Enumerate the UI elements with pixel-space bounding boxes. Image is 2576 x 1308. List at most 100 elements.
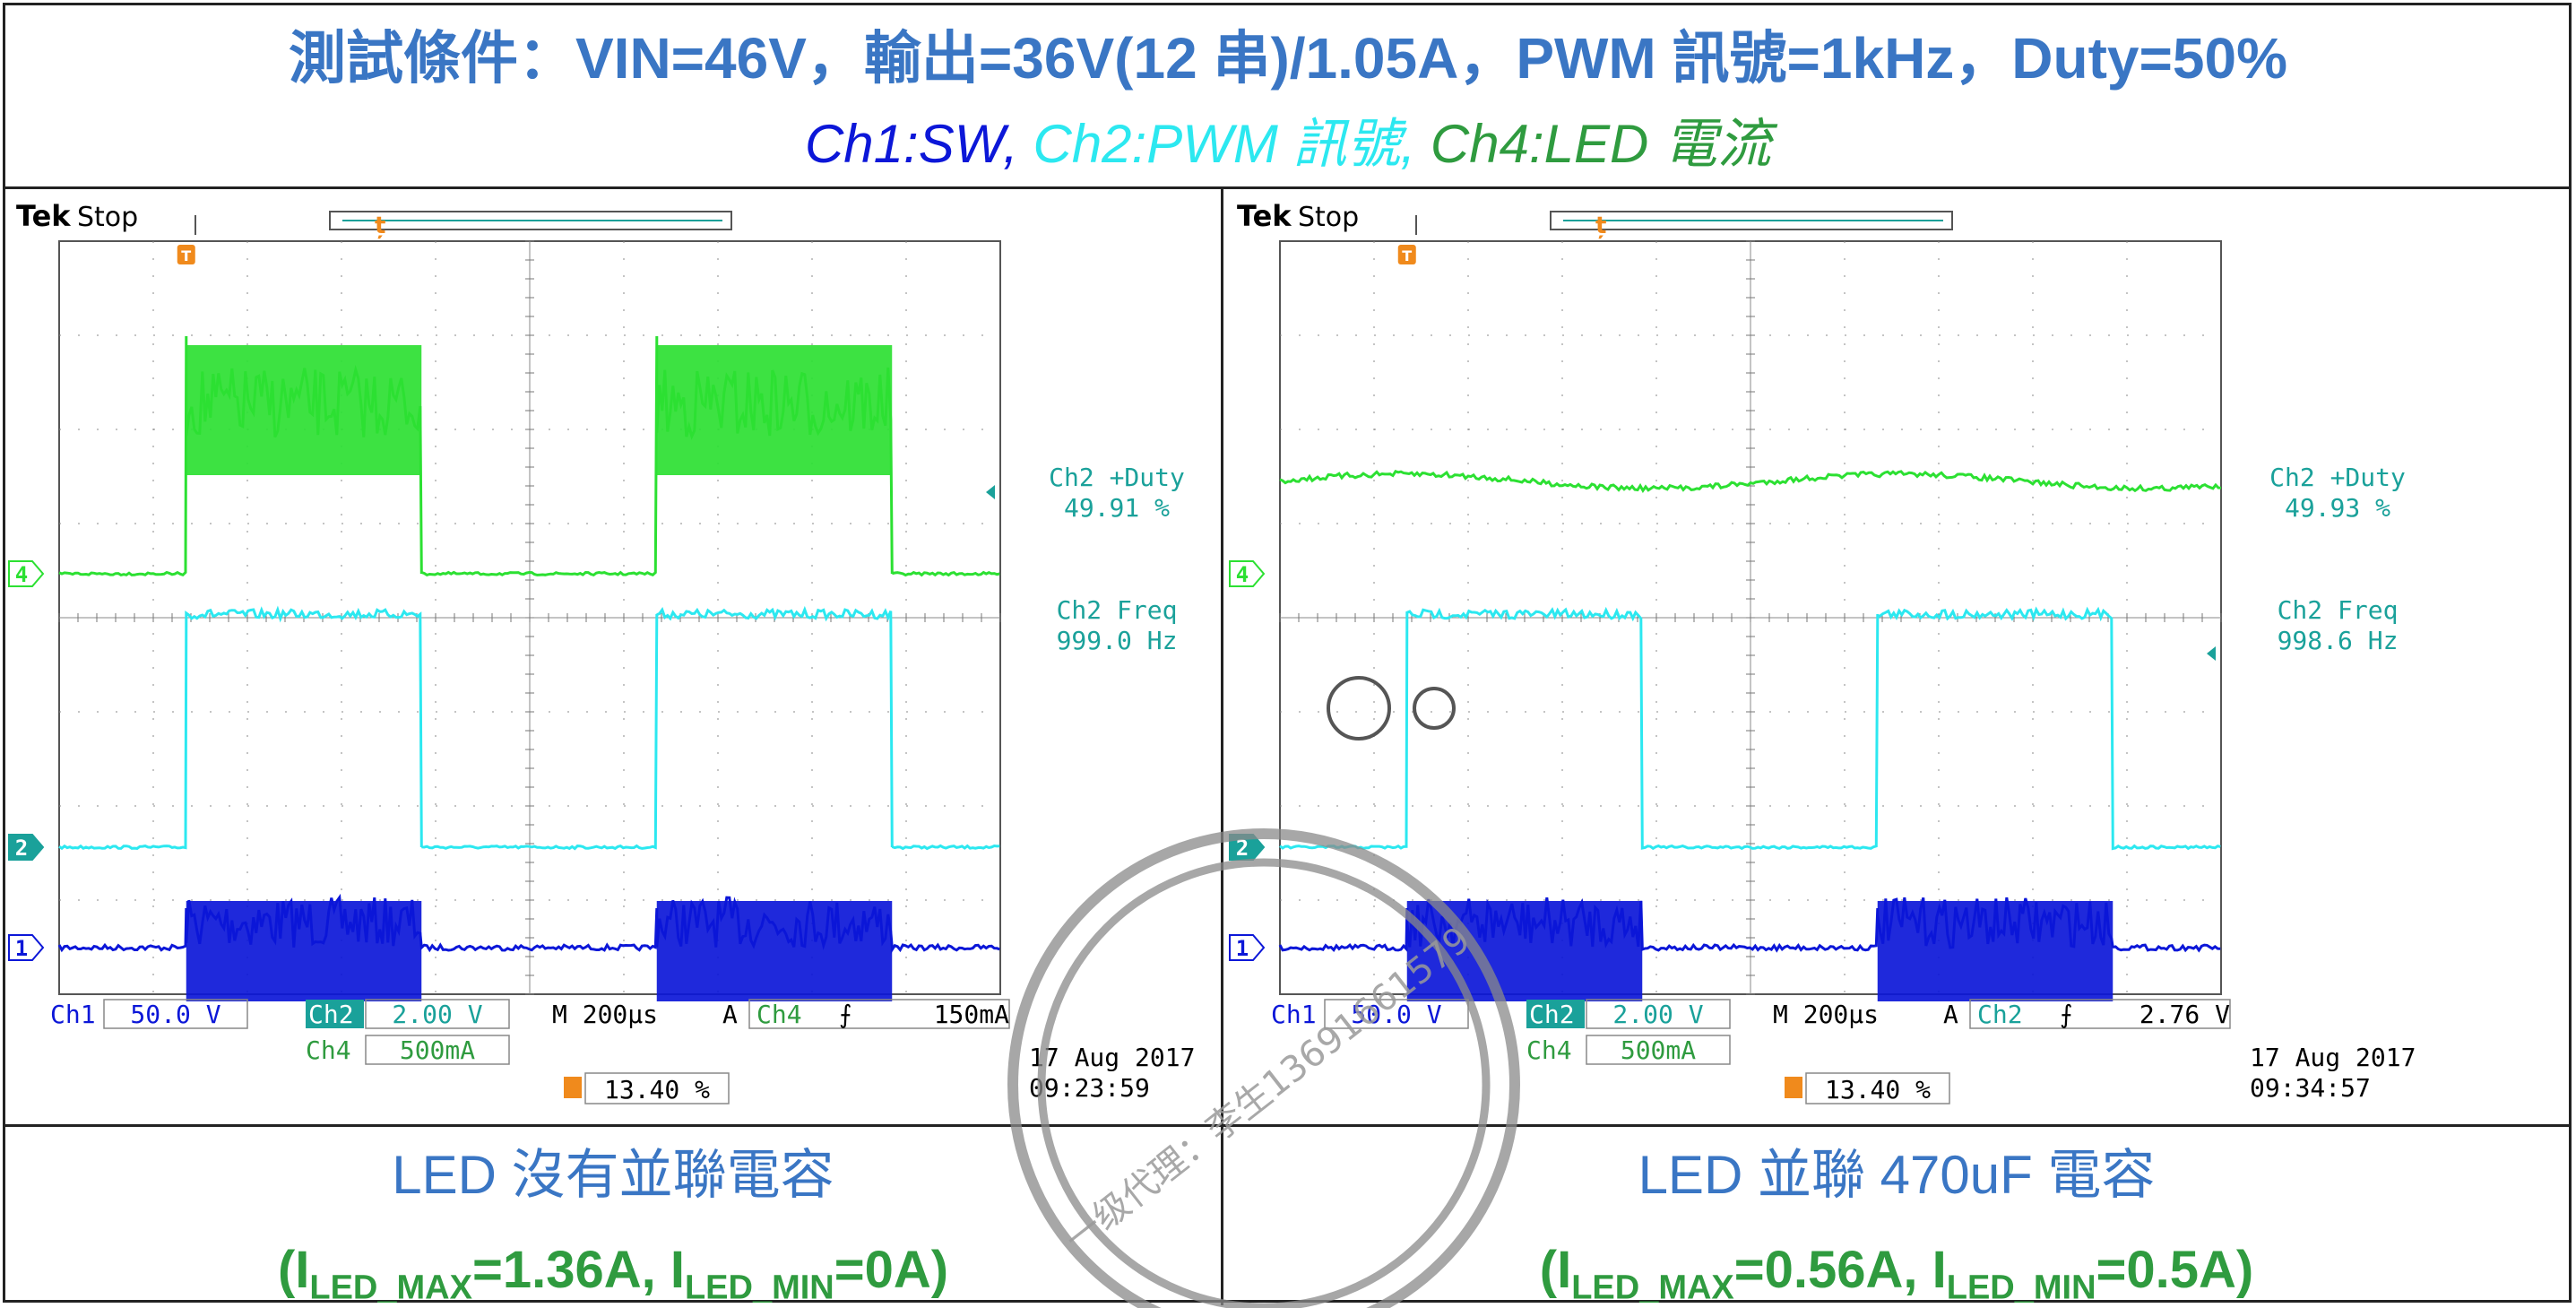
trigger-pos-box — [1805, 1072, 1950, 1104]
ch1-marker-shape — [1229, 934, 1266, 961]
trigger-pos-icon — [1785, 1077, 1802, 1098]
ch1-marker: 1 — [1229, 934, 1266, 961]
cursor-circle-small — [1413, 687, 1456, 730]
capture-date: 17 Aug 2017 — [1029, 1043, 1195, 1072]
trace-burst-ch1 — [656, 901, 893, 1001]
ch4-marker-label: 4 — [15, 562, 28, 587]
ch4-scale-box — [1586, 1035, 1731, 1065]
ch4-marker-shape — [1229, 560, 1266, 587]
measurement-label: Ch2 Freq — [1057, 595, 1178, 625]
ch1-marker-label: 1 — [15, 936, 28, 961]
trace-burst-ch1 — [186, 901, 422, 1001]
trigger-box — [1969, 999, 2231, 1029]
ch2-marker: 2 — [1229, 834, 1266, 861]
ch1-scale-label: Ch1 — [1271, 1000, 1317, 1029]
ch2-marker: 2 — [8, 834, 45, 861]
caption-right-title: LED 並聯 470uF 電容 — [1638, 1145, 2156, 1205]
measurement-label: Ch2 Freq — [2278, 595, 2399, 625]
trigger-position-label: T — [181, 247, 191, 264]
trigger-slope-icon: ⨍ — [839, 1000, 852, 1029]
capture-date: 17 Aug 2017 — [2250, 1043, 2416, 1072]
divider-center — [1221, 188, 1223, 1305]
record-trigger-marker: ț — [1595, 212, 1606, 239]
trigger-level: 2.76 V — [2139, 1000, 2230, 1029]
outer-frame — [3, 3, 2572, 1303]
ch2-marker-shape — [8, 834, 45, 861]
status-label: Stop — [77, 202, 138, 233]
stamp-ring-outer — [1007, 828, 1520, 1308]
measurement-value: 998.6 Hz — [2278, 626, 2399, 655]
ch2-scale-label-bg — [1526, 1000, 1585, 1028]
brand-label: Tek — [16, 199, 71, 233]
caption-right-current: (ILED_MAX=0.56A, ILED_MIN=0.5A) — [1539, 1241, 2254, 1307]
measurement-value: 999.0 Hz — [1057, 626, 1178, 655]
divider-header — [3, 186, 2572, 189]
legend-ch2: Ch2:PWM 訊號, — [1033, 114, 1416, 174]
trigger-source: Ch2 — [1977, 1000, 2023, 1029]
ch4-scale-box — [365, 1035, 510, 1065]
trace-ch4 — [1279, 470, 2222, 494]
ch2-scale-label: Ch2 — [308, 1000, 354, 1029]
measurement-value: 49.93 % — [2285, 493, 2390, 523]
watermark-stamp: 一级代理：李生13691661579 — [1007, 828, 1520, 1308]
trace-burst-ch1 — [1877, 901, 2114, 1001]
test-conditions-title: 測試條件：VIN=46V，輸出=36V(12 串)/1.05A，PWM 訊號=1… — [289, 26, 2287, 91]
measurement-value: 49.91 % — [1064, 493, 1170, 523]
ch1-scale-box — [103, 999, 248, 1029]
ch4-scale-label: Ch4 — [306, 1035, 351, 1065]
ch4-marker: 4 — [8, 560, 45, 587]
trigger-pos-value: 13.40 % — [1825, 1075, 1931, 1104]
trace-burst-ch4 — [186, 345, 422, 475]
trigger-mode: A — [1943, 1000, 1958, 1029]
trigger-level: 150mA — [934, 1000, 1009, 1029]
ch1-marker-shape — [8, 934, 45, 961]
ch4-marker-label: 4 — [1236, 562, 1249, 587]
caption-left-title: LED 沒有並聯電容 — [392, 1145, 834, 1205]
divider-caption — [3, 1124, 2572, 1127]
ch1-scale-label: Ch1 — [50, 1000, 96, 1029]
status-label: Stop — [1298, 202, 1359, 233]
ch1-marker-label: 1 — [1236, 936, 1249, 961]
trigger-position-marker — [177, 245, 195, 264]
watermark-text: 一级代理：李生13691661579 — [1058, 919, 1479, 1260]
legend-ch1: Ch1:SW, — [804, 114, 1018, 174]
ch2-scale-value: 2.00 V — [1612, 1000, 1703, 1029]
ch2-scale-label-bg — [306, 1000, 364, 1028]
brand-label: Tek — [1237, 199, 1292, 233]
trace-burst-ch4 — [656, 345, 893, 475]
ch1-marker: 1 — [8, 934, 45, 961]
trigger-level-arrow — [986, 485, 995, 499]
ch2-scale-box — [365, 999, 510, 1029]
record-bar — [329, 211, 732, 230]
caption-right: LED 並聯 470uF 電容 (ILED_MAX=0.56A, ILED_MI… — [1224, 1131, 2569, 1308]
capture-time: 09:23:59 — [1029, 1073, 1150, 1103]
caption-left: LED 沒有並聯電容 (ILED_MAX=1.36A, ILED_MIN=0A) — [5, 1131, 1221, 1308]
timebase-value: M 200µs — [552, 1000, 658, 1029]
ch2-scale-value: 2.00 V — [392, 1000, 482, 1029]
ch2-marker-label: 2 — [15, 836, 28, 861]
ch1-scale-box — [1324, 999, 1469, 1029]
trace-ch2 — [58, 605, 1000, 851]
legend-ch4: Ch4:LED 電流 — [1430, 114, 1772, 174]
ch4-scale-value: 500mA — [1621, 1035, 1696, 1065]
ch1-scale-value: 50.0 V — [1351, 1000, 1441, 1029]
channel-legend: Ch1:SW, Ch2:PWM 訊號, Ch4:LED 電流 — [0, 100, 2576, 178]
record-bar — [1550, 211, 1953, 230]
trigger-mode: A — [722, 1000, 738, 1029]
trigger-level-arrow — [2207, 646, 2216, 661]
measurement-label: Ch2 +Duty — [1049, 463, 1185, 492]
ch4-scale-value: 500mA — [400, 1035, 475, 1065]
timebase-value: M 200µs — [1773, 1000, 1879, 1029]
trace-ch2 — [1279, 606, 2221, 851]
trigger-slope-icon: ⨍ — [2060, 1000, 2073, 1029]
ch2-scale-label: Ch2 — [1529, 1000, 1575, 1029]
ch2-marker-label: 2 — [1236, 836, 1249, 861]
measurement-label: Ch2 +Duty — [2269, 463, 2406, 492]
caption-left-current: (ILED_MAX=1.36A, ILED_MIN=0A) — [277, 1241, 949, 1307]
capture-time: 09:34:57 — [2250, 1073, 2371, 1103]
trigger-box — [748, 999, 1010, 1029]
ch4-scale-label: Ch4 — [1526, 1035, 1572, 1065]
record-trigger-marker: ț — [375, 212, 385, 239]
